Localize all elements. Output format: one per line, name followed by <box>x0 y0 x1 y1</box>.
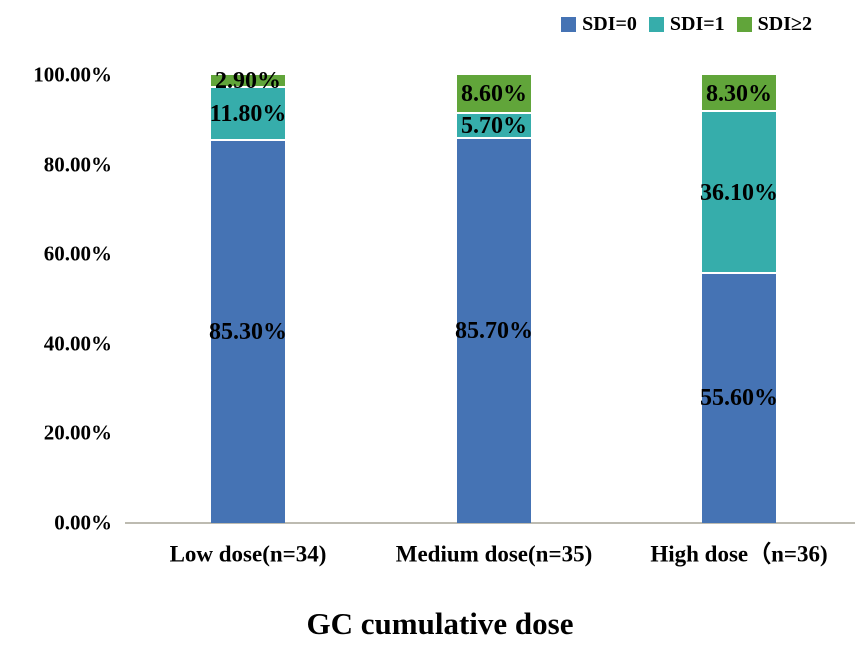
data-label: 55.60% <box>700 385 778 412</box>
y-axis-tick-label: 0.00% <box>54 510 112 535</box>
legend-swatch-icon <box>648 16 664 32</box>
y-axis-tick-label: 20.00% <box>43 420 112 445</box>
data-label: 36.10% <box>700 180 778 207</box>
bar-segment-sdi-1 <box>457 113 531 140</box>
data-label: 2.90% <box>215 68 281 95</box>
x-axis-category-label: Low dose(n=34) <box>169 541 327 567</box>
chart-legend: SDI=0 SDI=1 SDI≥2 <box>561 14 812 34</box>
legend-label: SDI=1 <box>669 13 725 35</box>
bar-segment-sdi-0 <box>702 273 776 523</box>
legend-label: SDI=0 <box>582 13 637 35</box>
legend-swatch-icon <box>561 16 577 32</box>
data-label: 85.30% <box>209 318 287 345</box>
bar-segment-sdi-2 <box>211 75 285 88</box>
x-axis-line <box>125 522 855 524</box>
y-axis-tick-label: 80.00% <box>43 152 112 177</box>
data-label: 85.70% <box>455 318 533 345</box>
legend-item: SDI≥2 <box>736 13 812 35</box>
bar-segment-sdi-0 <box>457 139 531 523</box>
bar-segment-sdi-2 <box>702 75 776 113</box>
bar-segment-sdi-1 <box>211 87 285 141</box>
data-label: 8.30% <box>706 80 772 107</box>
legend-swatch-icon <box>736 16 752 32</box>
y-axis-tick-label: 60.00% <box>43 241 112 266</box>
bar-segment-sdi-0 <box>211 140 285 523</box>
chart-title: GC cumulative dose <box>306 606 574 641</box>
x-axis-category-label: Medium dose(n=35) <box>395 541 593 567</box>
legend-item: SDI=0 <box>561 14 637 34</box>
data-label: 5.70% <box>461 113 527 140</box>
data-label: 11.80% <box>209 101 287 128</box>
y-axis-tick-label: 40.00% <box>43 331 112 356</box>
data-label: 8.60% <box>461 81 527 108</box>
bar-segment-sdi-1 <box>702 112 776 274</box>
legend-label: SDI≥2 <box>757 13 812 35</box>
bar-segment-sdi-2 <box>457 75 531 114</box>
legend-item: SDI=1 <box>648 13 725 35</box>
y-axis-tick-label: 100.00% <box>33 62 112 87</box>
x-axis-category-label: High dose（n=36) <box>650 541 828 567</box>
